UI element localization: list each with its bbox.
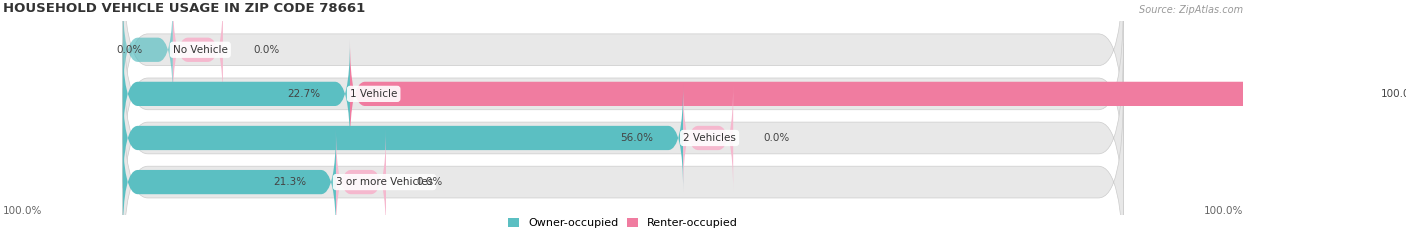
- Text: 0.0%: 0.0%: [763, 133, 789, 143]
- Text: 100.0%: 100.0%: [1204, 206, 1243, 216]
- Text: 0.0%: 0.0%: [117, 45, 143, 55]
- Text: 21.3%: 21.3%: [273, 177, 307, 187]
- FancyBboxPatch shape: [173, 0, 224, 104]
- Text: 56.0%: 56.0%: [620, 133, 654, 143]
- Text: 0.0%: 0.0%: [253, 45, 280, 55]
- Text: No Vehicle: No Vehicle: [173, 45, 228, 55]
- Text: 100.0%: 100.0%: [3, 206, 42, 216]
- FancyBboxPatch shape: [122, 0, 1123, 144]
- FancyBboxPatch shape: [336, 128, 387, 234]
- FancyBboxPatch shape: [122, 88, 1123, 234]
- Text: 22.7%: 22.7%: [287, 89, 321, 99]
- FancyBboxPatch shape: [350, 40, 1351, 148]
- Text: 3 or more Vehicles: 3 or more Vehicles: [336, 177, 433, 187]
- Text: Source: ZipAtlas.com: Source: ZipAtlas.com: [1139, 5, 1243, 15]
- Legend: Owner-occupied, Renter-occupied: Owner-occupied, Renter-occupied: [503, 214, 742, 233]
- Text: 1 Vehicle: 1 Vehicle: [350, 89, 398, 99]
- FancyBboxPatch shape: [122, 128, 336, 234]
- FancyBboxPatch shape: [683, 84, 733, 192]
- Text: 100.0%: 100.0%: [1381, 89, 1406, 99]
- Text: HOUSEHOLD VEHICLE USAGE IN ZIP CODE 78661: HOUSEHOLD VEHICLE USAGE IN ZIP CODE 7866…: [3, 2, 366, 15]
- FancyBboxPatch shape: [122, 44, 1123, 232]
- Text: 0.0%: 0.0%: [416, 177, 443, 187]
- Text: 2 Vehicles: 2 Vehicles: [683, 133, 735, 143]
- FancyBboxPatch shape: [122, 84, 683, 192]
- FancyBboxPatch shape: [122, 40, 350, 148]
- FancyBboxPatch shape: [122, 0, 173, 104]
- FancyBboxPatch shape: [122, 0, 1123, 188]
